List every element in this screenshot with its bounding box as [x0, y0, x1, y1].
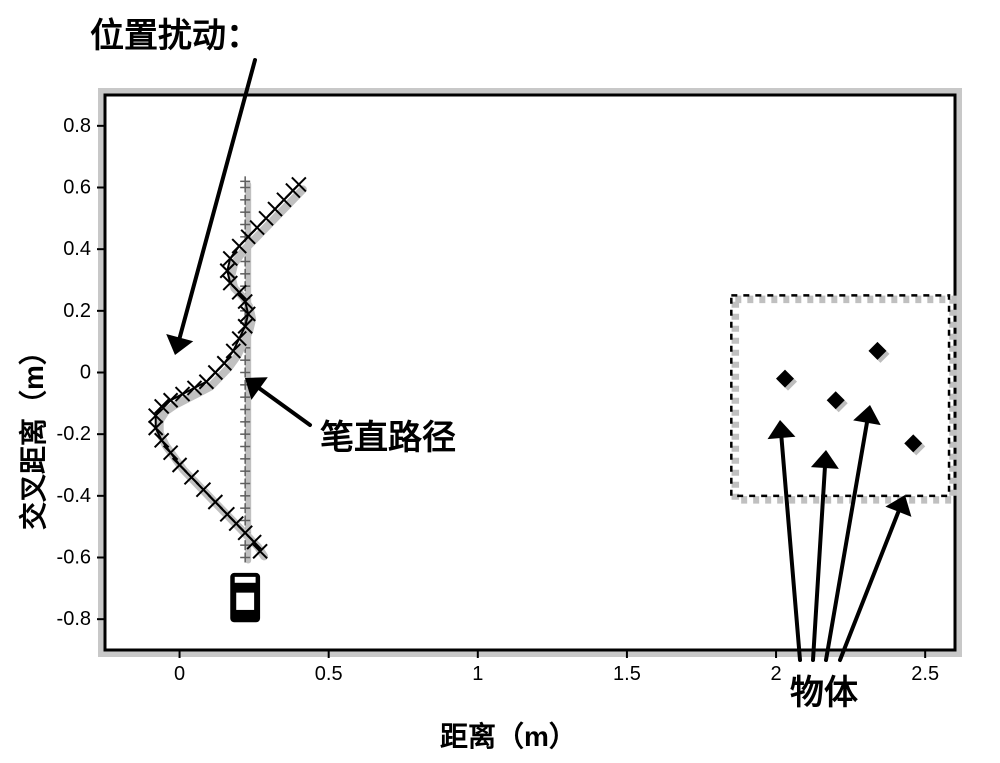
y-tick-label: 0.8 [63, 115, 91, 137]
y-tick-label: -0.2 [57, 423, 91, 445]
y-tick-label: 0 [80, 362, 91, 384]
plot-svg: 0 0.5 1 1.5 2 2.5 -0.8 -0.6 -0.4 -0.2 0 0.2 0.4 0.6 0.… [0, 0, 1000, 763]
y-tick-label: 0.6 [63, 177, 91, 199]
vehicle-icon [230, 573, 260, 622]
y-tick-label: -0.8 [57, 608, 91, 630]
y-tick-label: -0.6 [57, 547, 91, 569]
y-axis-label: 交叉距离（m） [12, 337, 52, 530]
x-tick-label: 2.5 [911, 663, 939, 685]
annotation-straight-path: 笔直路径 [320, 410, 456, 459]
x-tick-label: 1.5 [613, 663, 641, 685]
x-tick-label: 0.5 [315, 663, 343, 685]
y-tick-label: 0.2 [63, 300, 91, 322]
x-tick-label: 0 [174, 663, 185, 685]
x-tick-label: 1 [472, 663, 483, 685]
annotation-objects: 物体 [790, 665, 858, 714]
x-axis-label: 距离（m） [440, 715, 577, 755]
y-tick-label: 0.4 [63, 238, 91, 260]
y-tick-label: -0.4 [57, 485, 91, 507]
plot-frame [105, 95, 955, 650]
x-tick-label: 2 [770, 663, 781, 685]
